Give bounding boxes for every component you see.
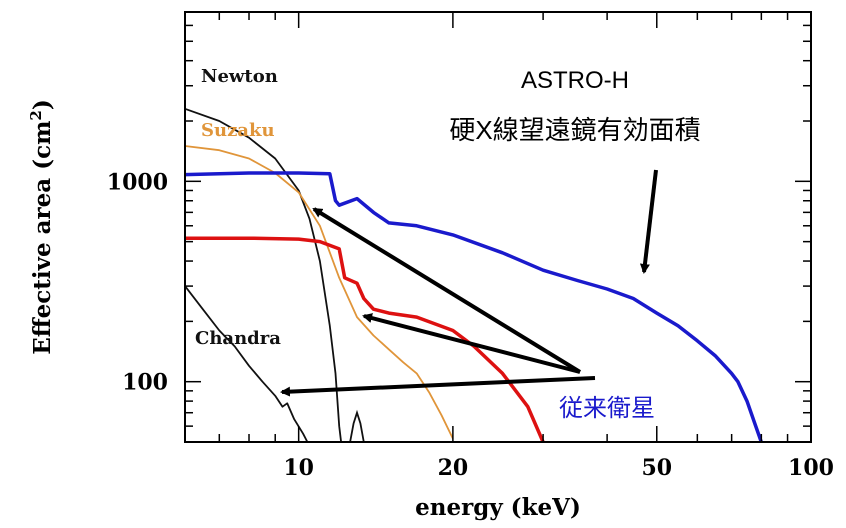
arrow-to-newton — [312, 207, 582, 374]
y-axis-label-sup: 2 — [27, 110, 45, 120]
series-label-newton: Newton — [201, 66, 278, 87]
plot-frame — [184, 11, 812, 443]
arrow-to-chandra — [280, 376, 596, 397]
x-tick-label-100: 100 — [788, 455, 834, 481]
astro-h-title: ASTRO-H — [521, 67, 629, 94]
y-axis-label-close: ) — [29, 99, 56, 110]
series-line-blue — [184, 171, 763, 443]
x-axis-label: energy (keV) — [415, 494, 581, 521]
y-tick-label-1000: 1000 — [107, 169, 168, 195]
y-axis-label: Effective area (cm2) — [27, 99, 56, 355]
y-tick-label-100: 100 — [122, 370, 168, 396]
series-line-newton-tail — [349, 409, 365, 443]
series-label-suzaku: Suzaku — [201, 120, 275, 141]
conventional-satellites-label: 従来衛星 — [559, 395, 655, 422]
x-tick-label-20: 20 — [438, 455, 469, 481]
y-axis-label-main: Effective area (cm — [29, 121, 56, 355]
x-tick-label-50: 50 — [641, 455, 672, 481]
astro-h-subtitle: 硬X線望遠鏡有効面積 — [449, 115, 700, 145]
x-tick-label-10: 10 — [283, 455, 314, 481]
series-label-chandra: Chandra — [195, 328, 281, 349]
arrow-to-suzaku — [362, 313, 581, 374]
tick-layer — [184, 11, 812, 443]
tick-label-layer: 10 20 50 100 100 1000 — [107, 169, 834, 481]
series-layer — [184, 107, 763, 443]
series-line-chandra — [184, 285, 309, 443]
astro-h-arrow — [639, 169, 658, 274]
series-line-suzaku — [184, 145, 454, 439]
series-line-red — [185, 236, 545, 443]
